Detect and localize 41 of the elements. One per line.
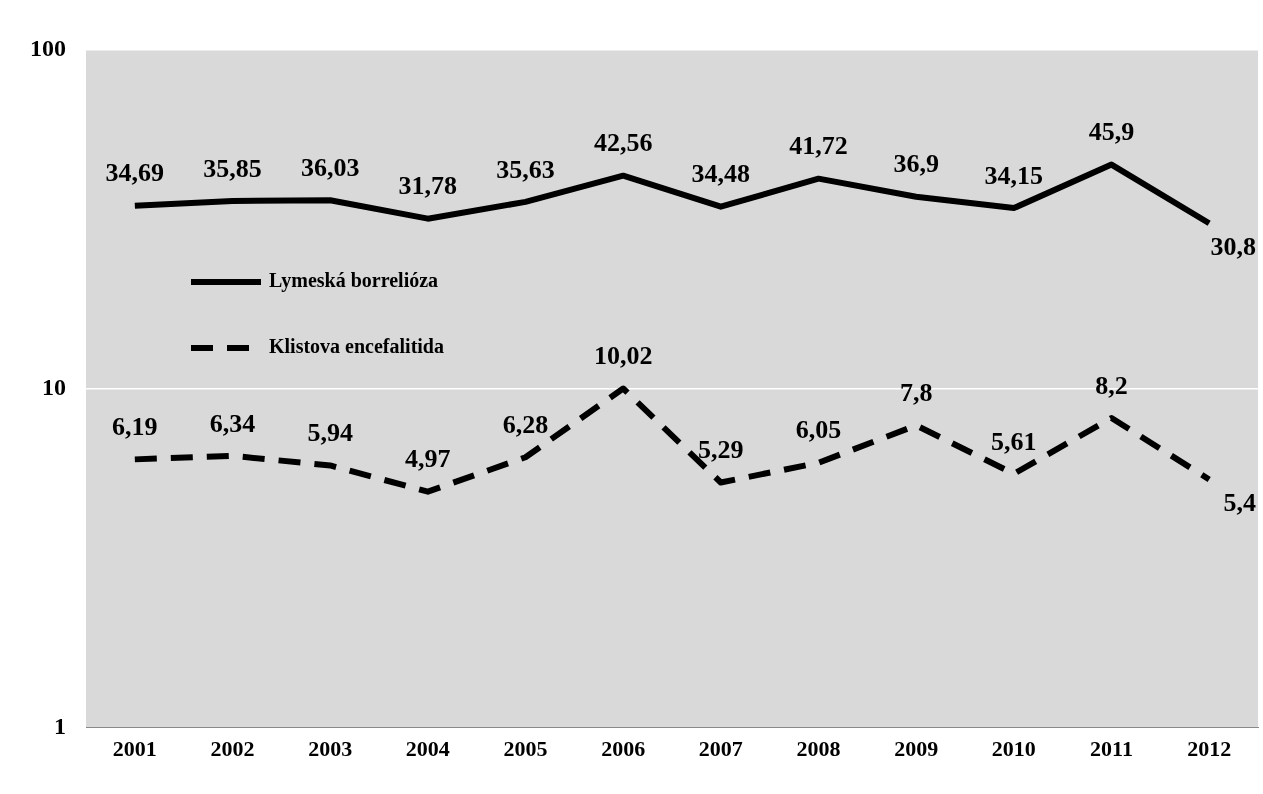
x-tick-label: 2010: [991, 736, 1036, 762]
x-tick-label: 2002: [210, 736, 255, 762]
data-label: 6,19: [112, 412, 158, 442]
data-label: 36,03: [300, 152, 360, 182]
x-tick-label: 2011: [1090, 736, 1133, 762]
x-tick-label: 2003: [308, 736, 353, 762]
x-tick-label: 2004: [405, 736, 450, 762]
legend-label: Klistova encefalitida: [269, 335, 444, 358]
data-label: 35,85: [203, 153, 262, 183]
x-tick-label: 2007: [698, 736, 743, 762]
data-label: 5,29: [698, 435, 744, 465]
data-label: 5,61: [991, 426, 1037, 456]
data-label: 34,15: [984, 160, 1044, 190]
data-label: 45,9: [1088, 117, 1135, 147]
x-tick-label: 2009: [894, 736, 939, 762]
data-label: 34,48: [691, 159, 751, 189]
x-tick-label: 2012: [1187, 736, 1232, 762]
data-label: 6,28: [502, 409, 549, 439]
data-label: 34,69: [105, 158, 165, 188]
data-label: 5,94: [307, 418, 353, 448]
data-label: 41,72: [789, 131, 848, 161]
x-tick-label: 2005: [503, 736, 548, 762]
legend-label: Lymeská borrelióza: [269, 269, 439, 293]
y-tick-label: 10: [42, 374, 66, 400]
x-tick-label: 2006: [601, 736, 646, 762]
data-label: 6,05: [795, 415, 842, 445]
data-label: 36,9: [893, 149, 939, 179]
data-label: 42,56: [593, 128, 653, 158]
data-label: 31,78: [398, 171, 458, 201]
x-tick-label: 2008: [796, 736, 841, 762]
data-label: 8,2: [1095, 370, 1128, 400]
data-label: 10,02: [593, 341, 653, 371]
data-label: 7,8: [899, 378, 933, 408]
x-tick-label: 2001: [112, 736, 157, 762]
data-label: 30,8: [1210, 232, 1256, 261]
data-label: 6,34: [209, 408, 256, 438]
y-tick-label: 1: [54, 712, 66, 739]
y-tick-label: 100: [30, 35, 66, 62]
data-label: 35,63: [496, 154, 555, 184]
data-label: 5,4: [1223, 488, 1256, 518]
data-label: 4,97: [405, 444, 451, 474]
